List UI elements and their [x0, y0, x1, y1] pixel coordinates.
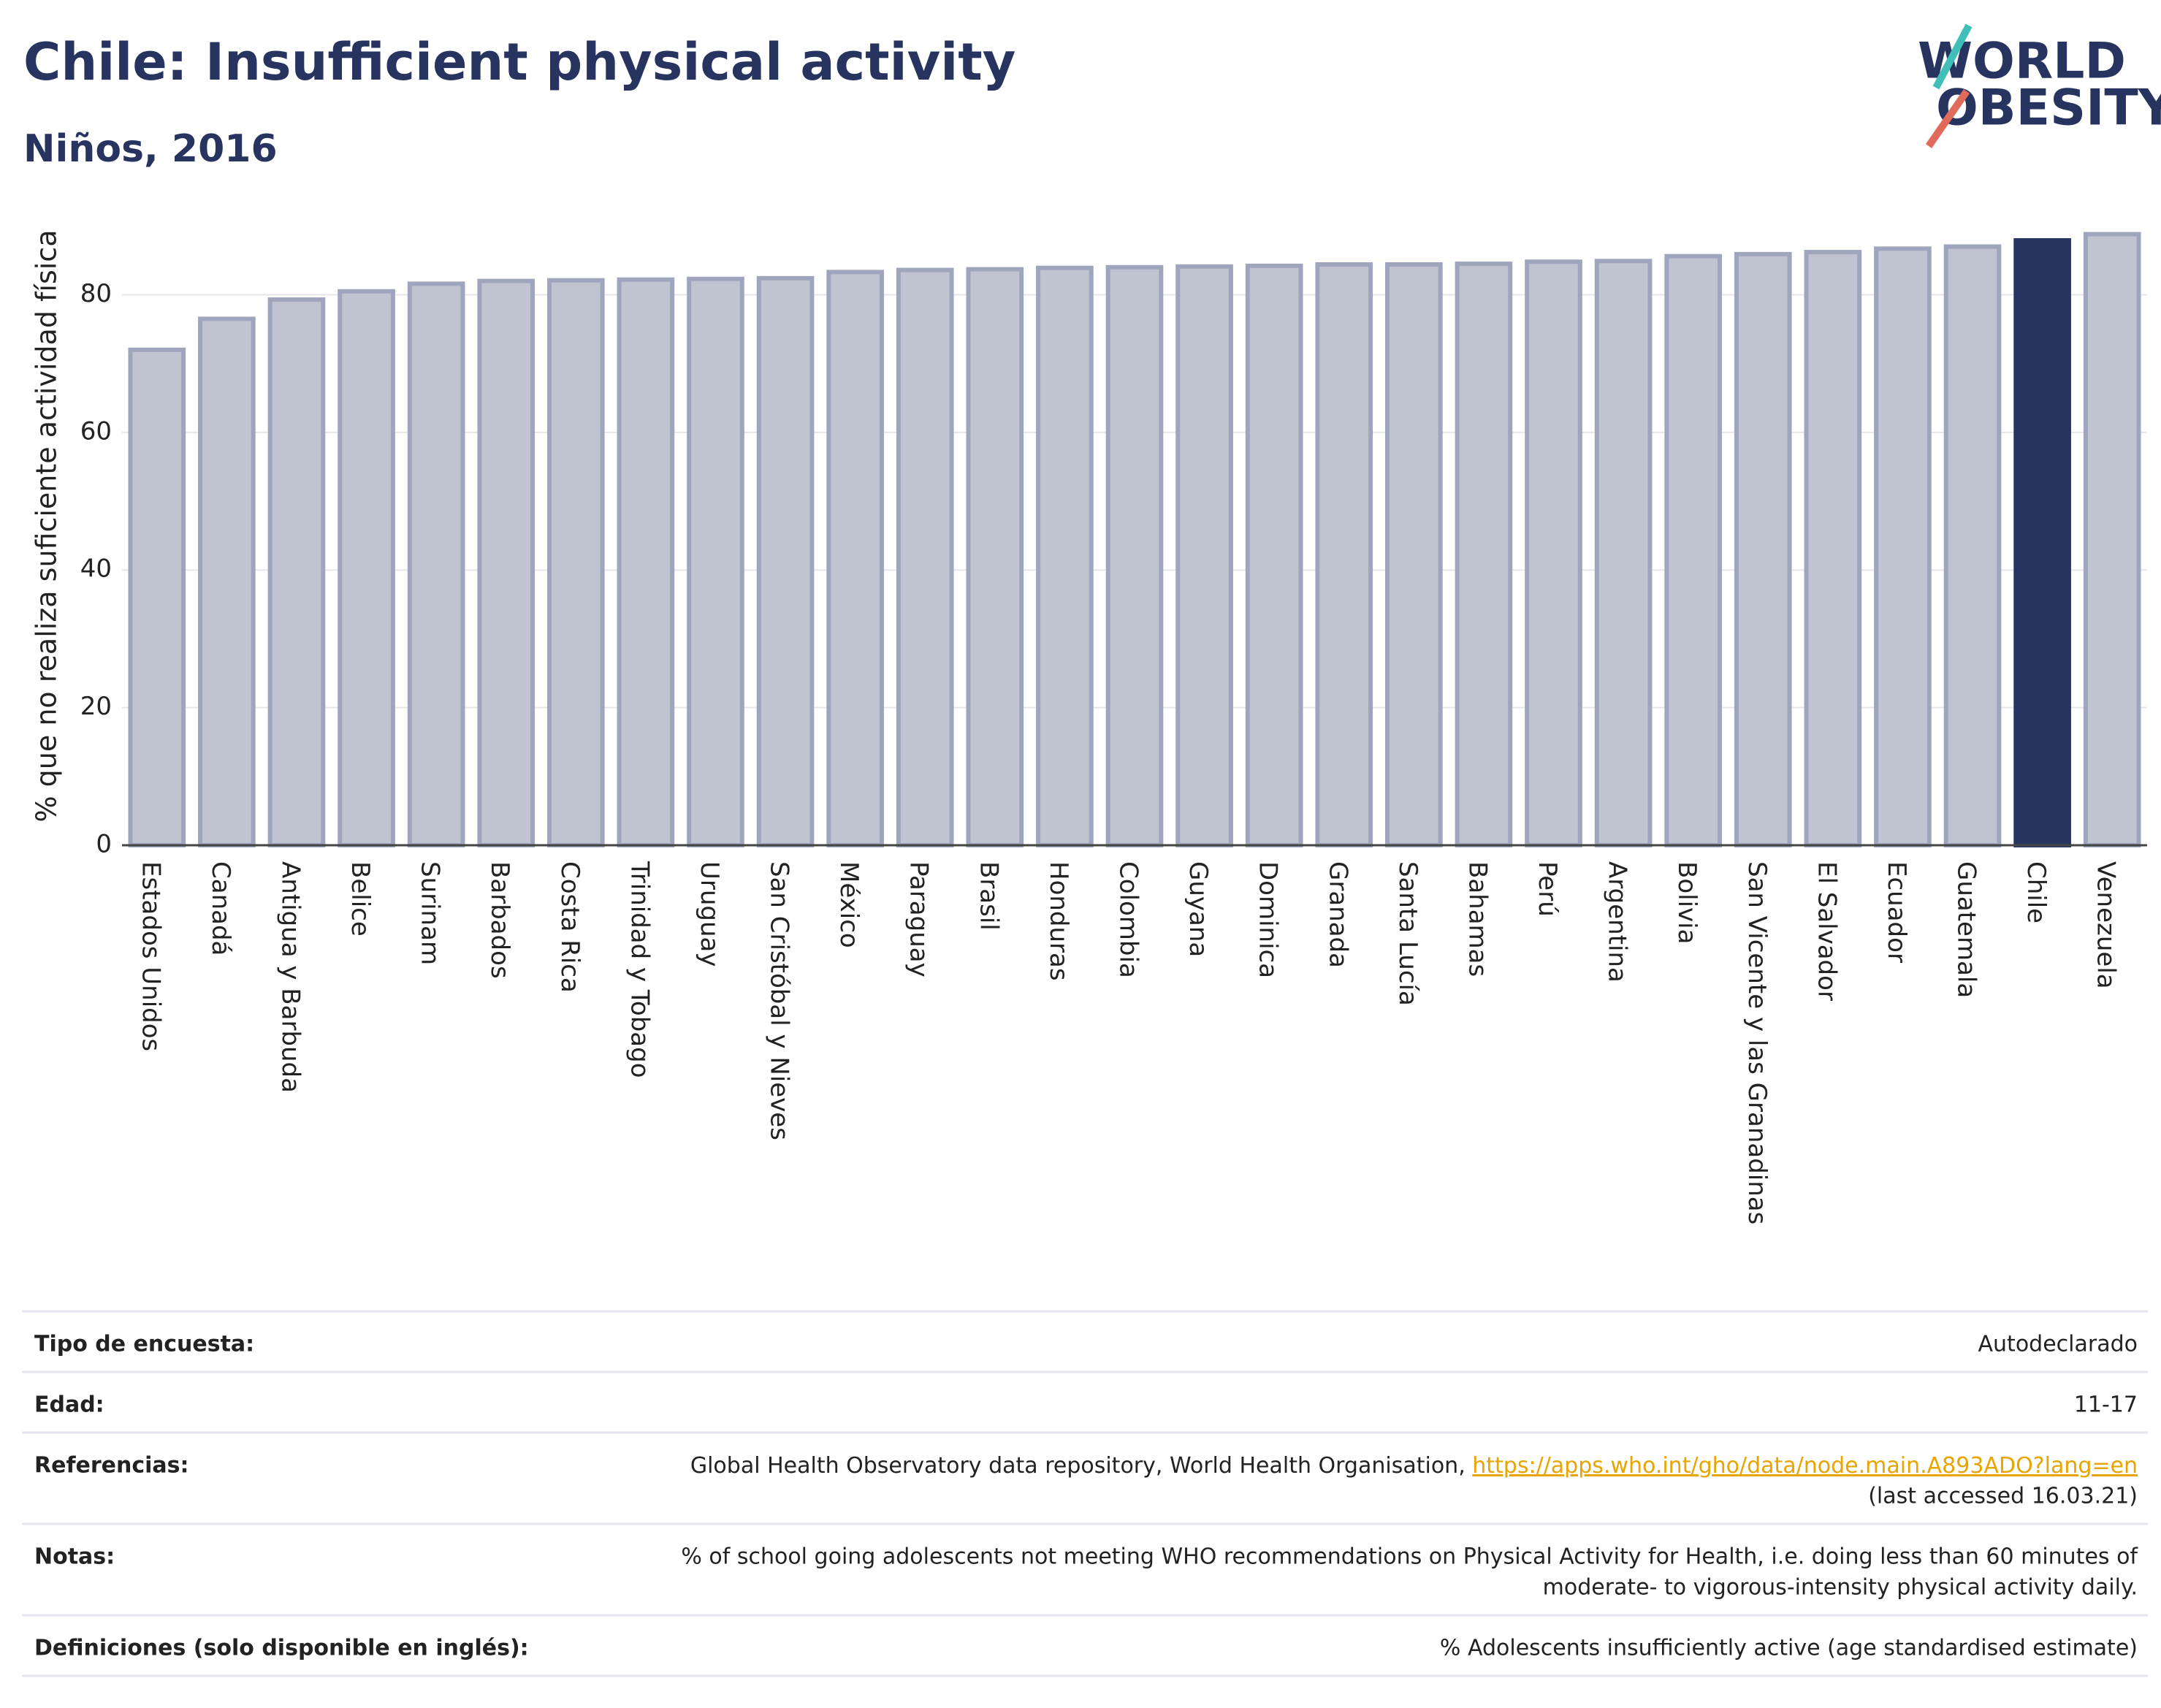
- bar: [1664, 253, 1723, 847]
- logo-word: OBESITY: [1936, 80, 2161, 137]
- bar: [756, 275, 815, 847]
- bar: [1175, 264, 1233, 847]
- bar: [826, 270, 884, 847]
- x-tick-label: Belice: [346, 861, 375, 937]
- bar: [1245, 263, 1303, 847]
- bar: [407, 281, 465, 848]
- bar: [128, 347, 186, 847]
- bar: [1525, 259, 1582, 847]
- logo-slash: [1932, 23, 1973, 90]
- x-tick-label: Trinidad y Tobago: [625, 861, 654, 1078]
- x-tick-label: Canadá: [206, 861, 235, 956]
- reference-link[interactable]: https://apps.who.int/gho/data/node.main.…: [1472, 1453, 2138, 1479]
- bar: [1455, 262, 1513, 847]
- x-tick-label: Argentina: [1603, 861, 1632, 983]
- bar: [1943, 244, 2002, 848]
- y-axis-label: % que no realiza suficiente actividad fí…: [31, 230, 63, 823]
- x-tick-label: Uruguay: [695, 861, 724, 967]
- x-tick-label: Dominica: [1254, 861, 1283, 978]
- logo-slash: [1925, 89, 1970, 148]
- bar: [198, 316, 256, 847]
- bar: [1105, 264, 1164, 848]
- x-tick-label: Surinam: [416, 861, 445, 965]
- bar: [1036, 265, 1094, 847]
- table-value: 11-17: [2074, 1392, 2138, 1418]
- x-tick-label: Chile: [2021, 861, 2051, 923]
- x-tick-label: Estados Unidos: [136, 861, 165, 1051]
- x-tick-label: Paraguay: [904, 861, 934, 977]
- x-tick-label: Barbados: [485, 861, 514, 979]
- chart-title: Chile: Insufficient physical activity: [23, 32, 1015, 92]
- bar: [1734, 251, 1792, 847]
- x-tick-label: Antigua y Barbuda: [275, 861, 305, 1093]
- y-tick-label: 20: [80, 692, 112, 721]
- bar: [1594, 259, 1653, 848]
- x-tick-label: Venezuela: [2092, 861, 2121, 989]
- table-label: Referencias:: [34, 1453, 189, 1479]
- table-label: Edad:: [34, 1392, 104, 1418]
- bar: [1385, 262, 1443, 847]
- x-tick-label: Costa Rica: [555, 861, 584, 993]
- bar: [896, 267, 954, 847]
- table-value: Autodeclarado: [1978, 1332, 2138, 1357]
- x-tick-label: Bolivia: [1672, 861, 1701, 944]
- table-value: % of school going adolescents not meetin…: [681, 1544, 2138, 1570]
- y-tick-label: 0: [96, 830, 112, 859]
- bar: [2013, 238, 2071, 847]
- bar: [267, 297, 326, 847]
- y-tick-label: 40: [80, 554, 112, 584]
- y-tick-label: 80: [80, 279, 112, 308]
- table-value: Global Health Observatory data repositor…: [690, 1453, 2138, 1479]
- x-tick-label: México: [834, 861, 864, 948]
- x-tick-label: Granada: [1323, 861, 1352, 968]
- x-tick-label: Ecuador: [1882, 861, 1911, 963]
- table-label: Definiciones (solo disponible en inglés)…: [34, 1636, 529, 1661]
- x-tick-label: Bahamas: [1463, 861, 1492, 977]
- bar: [477, 278, 536, 847]
- x-tick-label: Brasil: [974, 861, 1003, 931]
- table-value: % Adolescents insufficiently active (age…: [1440, 1636, 2138, 1661]
- x-tick-label: Honduras: [1044, 861, 1073, 981]
- y-tick-label: 60: [80, 416, 112, 446]
- bar: [1315, 262, 1373, 847]
- x-tick-label: Colombia: [1114, 861, 1143, 978]
- bar: [966, 267, 1024, 848]
- table-label: Tipo de encuesta:: [34, 1332, 254, 1357]
- table-value: moderate- to vigorous-intensity physical…: [1543, 1575, 2138, 1601]
- bar: [2083, 232, 2141, 847]
- table-value: (last accessed 16.03.21): [1868, 1484, 2138, 1509]
- x-tick-label: Guatemala: [1952, 861, 1981, 998]
- x-tick-label: Perú: [1533, 861, 1562, 917]
- table-label: Notas:: [34, 1544, 115, 1570]
- bar: [1804, 250, 1862, 847]
- reference-text: Global Health Observatory data repositor…: [690, 1453, 1472, 1479]
- x-tick-label: Guyana: [1184, 861, 1213, 957]
- x-tick-label: San Vicente y las Granadinas: [1742, 861, 1772, 1224]
- bar: [617, 277, 675, 848]
- bar: [338, 289, 395, 847]
- x-tick-label: San Cristóbal y Nieves: [765, 861, 794, 1140]
- chart-subtitle: Niños, 2016: [23, 127, 278, 171]
- bar: [1874, 246, 1932, 848]
- x-tick-label: Santa Lucía: [1393, 861, 1422, 1006]
- bar: [546, 278, 605, 847]
- bar: [687, 276, 744, 847]
- x-tick-label: El Salvador: [1812, 861, 1841, 1001]
